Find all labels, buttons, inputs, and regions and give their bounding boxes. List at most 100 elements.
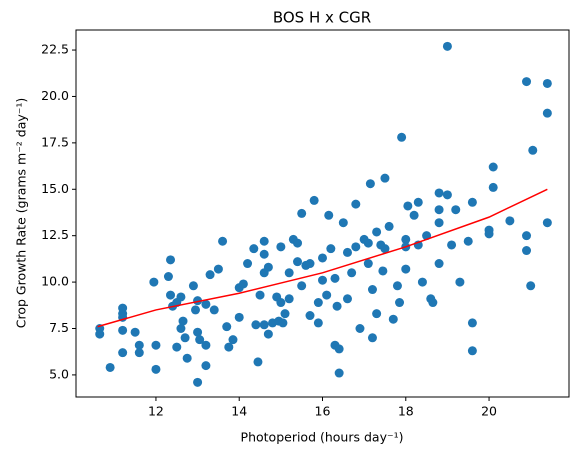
scatter-point	[447, 240, 457, 250]
scatter-point	[378, 266, 388, 276]
scatter-point	[522, 246, 532, 256]
scatter-point	[542, 78, 552, 88]
scatter-point	[205, 270, 215, 280]
scatter-point	[388, 314, 398, 324]
scatter-point	[367, 285, 377, 295]
scatter-point	[166, 290, 176, 300]
scatter-point	[95, 329, 105, 339]
y-tick-label: 15.0	[41, 181, 69, 196]
scatter-point	[284, 268, 294, 278]
scatter-point	[222, 322, 232, 332]
y-tick-label: 20.0	[41, 88, 69, 103]
plot-frame	[75, 29, 570, 398]
scatter-point	[201, 361, 211, 371]
scatter-point	[313, 298, 323, 308]
y-tick-label: 5.0	[49, 366, 69, 381]
scatter-point	[342, 294, 352, 304]
scatter-point	[228, 335, 238, 345]
scatter-point	[293, 238, 303, 248]
scatter-point	[201, 340, 211, 350]
scatter-point	[403, 201, 413, 211]
scatter-point	[118, 325, 128, 335]
x-tick-label: 16	[315, 404, 331, 419]
scatter-point	[193, 377, 203, 387]
scatter-point	[201, 299, 211, 309]
scatter-point	[105, 362, 115, 372]
scatter-point	[392, 281, 402, 291]
scatter-point	[191, 305, 201, 315]
scatter-point	[326, 244, 336, 254]
scatter-point	[526, 281, 536, 291]
y-axis-label: Crop Growth Rate (grams m⁻² day⁻¹)	[14, 98, 29, 329]
scatter-point	[467, 346, 477, 356]
scatter-point	[409, 210, 419, 220]
scatter-point	[313, 318, 323, 328]
scatter-point	[528, 145, 538, 155]
scatter-point	[372, 227, 382, 237]
scatter-point	[118, 348, 128, 358]
scatter-point	[332, 301, 342, 311]
scatter-point	[188, 281, 198, 291]
scatter-point	[413, 197, 423, 207]
scatter-point	[293, 257, 303, 267]
scatter-point	[151, 364, 161, 374]
scatter-point	[401, 234, 411, 244]
scatter-point	[342, 247, 352, 257]
scatter-point	[455, 277, 465, 287]
scatter-point	[338, 218, 348, 228]
scatter-point	[380, 244, 390, 254]
scatter-point	[363, 259, 373, 269]
scatter-point	[178, 316, 188, 326]
scatter-point	[384, 221, 394, 231]
scatter-point	[130, 327, 140, 337]
scatter-point	[151, 340, 161, 350]
scatter-point	[542, 218, 552, 228]
scatter-point	[251, 320, 261, 330]
scatter-point	[397, 132, 407, 142]
x-axis-label: Photoperiod (hours day⁻¹)	[241, 430, 404, 445]
scatter-point	[238, 279, 248, 289]
scatter-point	[280, 309, 290, 319]
scatter-point	[417, 277, 427, 287]
scatter-point	[334, 344, 344, 354]
scatter-point	[259, 320, 269, 330]
scatter-point	[209, 305, 219, 315]
scatter-point	[467, 197, 477, 207]
y-tick-label: 17.5	[41, 134, 69, 149]
y-tick-label: 10.0	[41, 274, 69, 289]
scatter-point	[276, 298, 286, 308]
x-tick-label: 14	[231, 404, 247, 419]
scatter-point	[182, 353, 192, 363]
scatter-point	[351, 242, 361, 252]
scatter-point	[522, 77, 532, 87]
y-tick-label: 12.5	[41, 227, 69, 242]
scatter-point	[442, 41, 452, 51]
scatter-point	[395, 298, 405, 308]
scatter-point	[163, 272, 173, 282]
scatter-point	[297, 281, 307, 291]
scatter-point	[284, 294, 294, 304]
y-tick-label: 22.5	[41, 42, 69, 57]
scatter-point	[322, 290, 332, 300]
scatter-point	[434, 205, 444, 215]
x-tick-label: 20	[481, 404, 497, 419]
scatter-point	[305, 259, 315, 269]
scatter-point	[451, 205, 461, 215]
x-tick-label: 12	[148, 404, 164, 419]
scatter-point	[176, 324, 186, 334]
scatter-point	[484, 229, 494, 239]
scatter-point	[259, 249, 269, 259]
scatter-point	[442, 190, 452, 200]
scatter-point	[180, 333, 190, 343]
scatter-point	[166, 255, 176, 265]
scatter-point	[351, 199, 361, 209]
chart-title: BOS H x CGR	[273, 9, 371, 27]
scatter-point	[253, 357, 263, 367]
scatter-point	[134, 340, 144, 350]
y-tick-label: 7.5	[49, 320, 69, 335]
scatter-point	[463, 236, 473, 246]
scatter-point	[276, 242, 286, 252]
scatter-point	[297, 208, 307, 218]
scatter-point	[263, 329, 273, 339]
